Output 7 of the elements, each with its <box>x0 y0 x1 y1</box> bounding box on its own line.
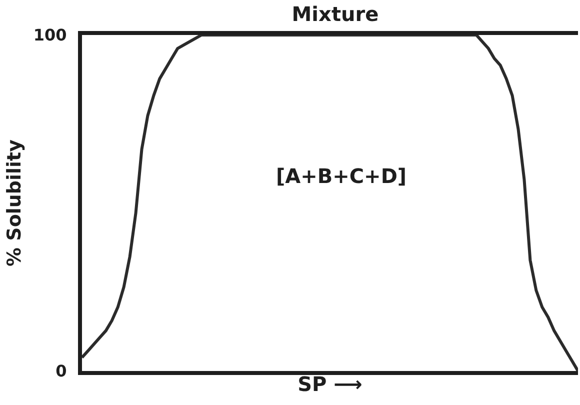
annotation: [A+B+C+D] <box>276 164 407 188</box>
y-axis-title: % Solubility <box>4 138 26 267</box>
y-tick-label: 100 <box>33 26 67 45</box>
x-axis-title: SP ⟶ <box>298 372 362 396</box>
y-tick-label: 0 <box>56 362 67 381</box>
chart-title: Mixture <box>292 2 379 26</box>
line-series <box>82 35 578 371</box>
